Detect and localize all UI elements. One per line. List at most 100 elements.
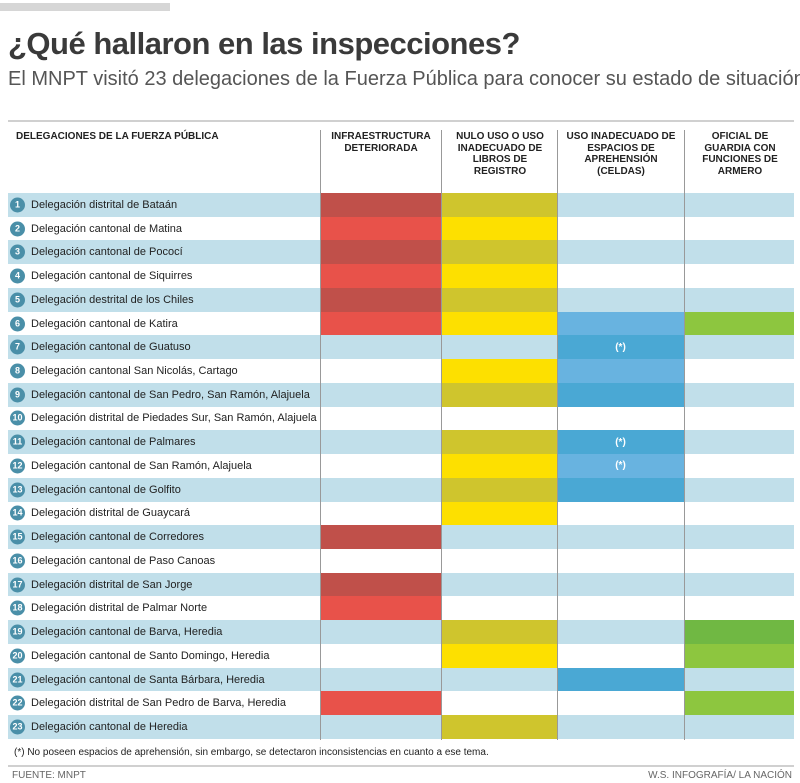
cell-celdas: (*) [557, 335, 684, 360]
cell-celdas [557, 359, 684, 383]
cell-celdas [557, 311, 684, 336]
row-number-badge: 4 [10, 268, 25, 284]
cell-libros [441, 240, 557, 265]
source-label: FUENTE: MNPT [12, 770, 86, 781]
row-number-badge: 23 [10, 719, 25, 735]
cell-armero [684, 643, 794, 668]
cell-celdas: (*) [557, 454, 684, 478]
cell-libros [441, 216, 557, 241]
delegation-name: Delegación cantonal de Golfito [31, 483, 181, 496]
row-number-badge: 16 [10, 553, 25, 569]
table-row: 10 Delegación distrital de Piedades Sur, … [8, 407, 794, 431]
row-number-badge: 19 [10, 624, 25, 640]
row-number-badge: 3 [10, 244, 25, 260]
footnote: (*) No poseen espacios de aprehensión, s… [14, 747, 489, 758]
table-row: 20 Delegación cantonal de Santo Domingo, … [8, 643, 794, 668]
row-number-badge: 17 [10, 577, 25, 593]
table-row: 7 Delegación cantonal de Guatuso (*) [8, 335, 794, 360]
row-number-badge: 9 [10, 387, 25, 403]
column-header-infraestructura: INFRAESTRUCTURA DETERIORADA [331, 131, 431, 154]
credit-label: W.S. INFOGRAFÍA/ LA NACIÓN [648, 770, 792, 781]
cell-libros [441, 620, 557, 644]
cell-infra [320, 240, 441, 265]
delegation-name: Delegación cantonal de Corredores [31, 531, 205, 544]
row-number-badge: 6 [10, 316, 25, 332]
cell-armero [684, 691, 794, 716]
column-divider [684, 130, 685, 740]
delegation-name: Delegación cantonal de Santo Domingo, He… [31, 649, 270, 662]
table-row: 19 Delegación cantonal de Barva, Heredia [8, 620, 794, 644]
cell-infra [320, 311, 441, 336]
column-header-libros: NULO USO O USO INADECUADO DE LIBROS DE R… [456, 131, 544, 177]
row-number-badge: 1 [10, 197, 25, 213]
table-row: 6 Delegación cantonal de Katira [8, 311, 794, 336]
delegation-name: Delegación distrital de Piedades Sur, Sa… [31, 412, 317, 425]
row-number-badge: 15 [10, 529, 25, 545]
delegation-name: Delegación distrital de San Pedro de Bar… [31, 697, 286, 710]
column-divider [557, 130, 558, 740]
table-body: 1 Delegación distrital de Bataán 2 Delegaci… [8, 193, 794, 739]
cell-celdas [557, 382, 684, 407]
cell-libros [441, 715, 557, 739]
delegation-name: Delegación cantonal de Paso Canoas [31, 554, 216, 567]
cell-libros [441, 454, 557, 478]
cell-armero [684, 620, 794, 644]
delegation-name: Delegación cantonal de Barva, Heredia [31, 626, 223, 639]
cell-libros [441, 311, 557, 336]
table-row: 5 Delegación destrital de los Chiles [8, 287, 794, 312]
delegation-name: Delegación cantonal de Heredia [31, 721, 188, 734]
column-header-armero: OFICIAL DE GUARDIA CON FUNCIONES DE ARME… [702, 131, 778, 177]
cell-infra [320, 596, 441, 621]
column-divider [441, 130, 442, 740]
cell-libros [441, 359, 557, 383]
delegation-name: Delegación cantonal de Matina [31, 222, 183, 235]
delegation-name: Delegación cantonal de San Ramón, Alajue… [31, 459, 252, 472]
table-row: 11 Delegación cantonal de Palmares (*) [8, 430, 794, 455]
cell-libros [441, 193, 557, 217]
cell-infra [320, 691, 441, 716]
table-row: 8 Delegación cantonal San Nicolás, Cartag… [8, 359, 794, 383]
row-number-badge: 7 [10, 339, 25, 355]
table-row: 17 Delegación distrital de San Jorge [8, 572, 794, 597]
delegation-name: Delegación distrital de Palmar Norte [31, 602, 208, 615]
cell-infra [320, 193, 441, 217]
footer-divider [8, 765, 794, 767]
cell-libros [441, 643, 557, 668]
row-number-badge: 22 [10, 695, 25, 711]
cell-libros [441, 430, 557, 455]
cell-infra [320, 216, 441, 241]
row-number-badge: 8 [10, 363, 25, 379]
delegation-name: Delegación cantonal de Guatuso [31, 341, 191, 354]
cell-libros [441, 501, 557, 526]
row-number-badge: 10 [10, 410, 25, 426]
table-row: 9 Delegación cantonal de San Pedro, San R… [8, 382, 794, 407]
cell-libros [441, 264, 557, 288]
table-row: 23 Delegación cantonal de Heredia [8, 715, 794, 739]
cell-infra [320, 264, 441, 288]
column-header-celdas: USO INADECUADO DE ESPACIOS DE APREHENSIÓ… [566, 131, 676, 177]
row-number-badge: 11 [10, 434, 25, 450]
table-row: 2 Delegación cantonal de Matina [8, 216, 794, 241]
table-row: 13 Delegación cantonal de Golfito [8, 477, 794, 502]
table-row: 14 Delegación distrital de Guaycará [8, 501, 794, 526]
cell-libros [441, 477, 557, 502]
column-divider [320, 130, 321, 740]
top-accent-bar [0, 3, 170, 11]
cell-infra [320, 287, 441, 312]
delegation-name: Delegación distrital de Bataán [31, 198, 178, 211]
cell-celdas [557, 477, 684, 502]
delegation-name: Delegación cantonal de Palmares [31, 436, 196, 449]
cell-celdas: (*) [557, 430, 684, 455]
table-row: 21 Delegación cantonal de Santa Bárbara, … [8, 667, 794, 692]
row-number-badge: 20 [10, 648, 25, 664]
delegation-name: Delegación cantonal de Siquirres [31, 270, 193, 283]
cell-libros [441, 382, 557, 407]
column-header-delegaciones: DELEGACIONES DE LA FUERZA PÚBLICA [16, 131, 219, 142]
row-number-badge: 14 [10, 505, 25, 521]
delegation-name: Delegación distrital de San Jorge [31, 578, 193, 591]
header-divider [8, 120, 794, 122]
row-number-badge: 13 [10, 482, 25, 498]
delegation-name: Delegación cantonal de Katira [31, 317, 178, 330]
delegation-name: Delegación cantonal de Pococí [31, 246, 183, 259]
delegation-name: Delegación cantonal San Nicolás, Cartago [31, 365, 238, 377]
